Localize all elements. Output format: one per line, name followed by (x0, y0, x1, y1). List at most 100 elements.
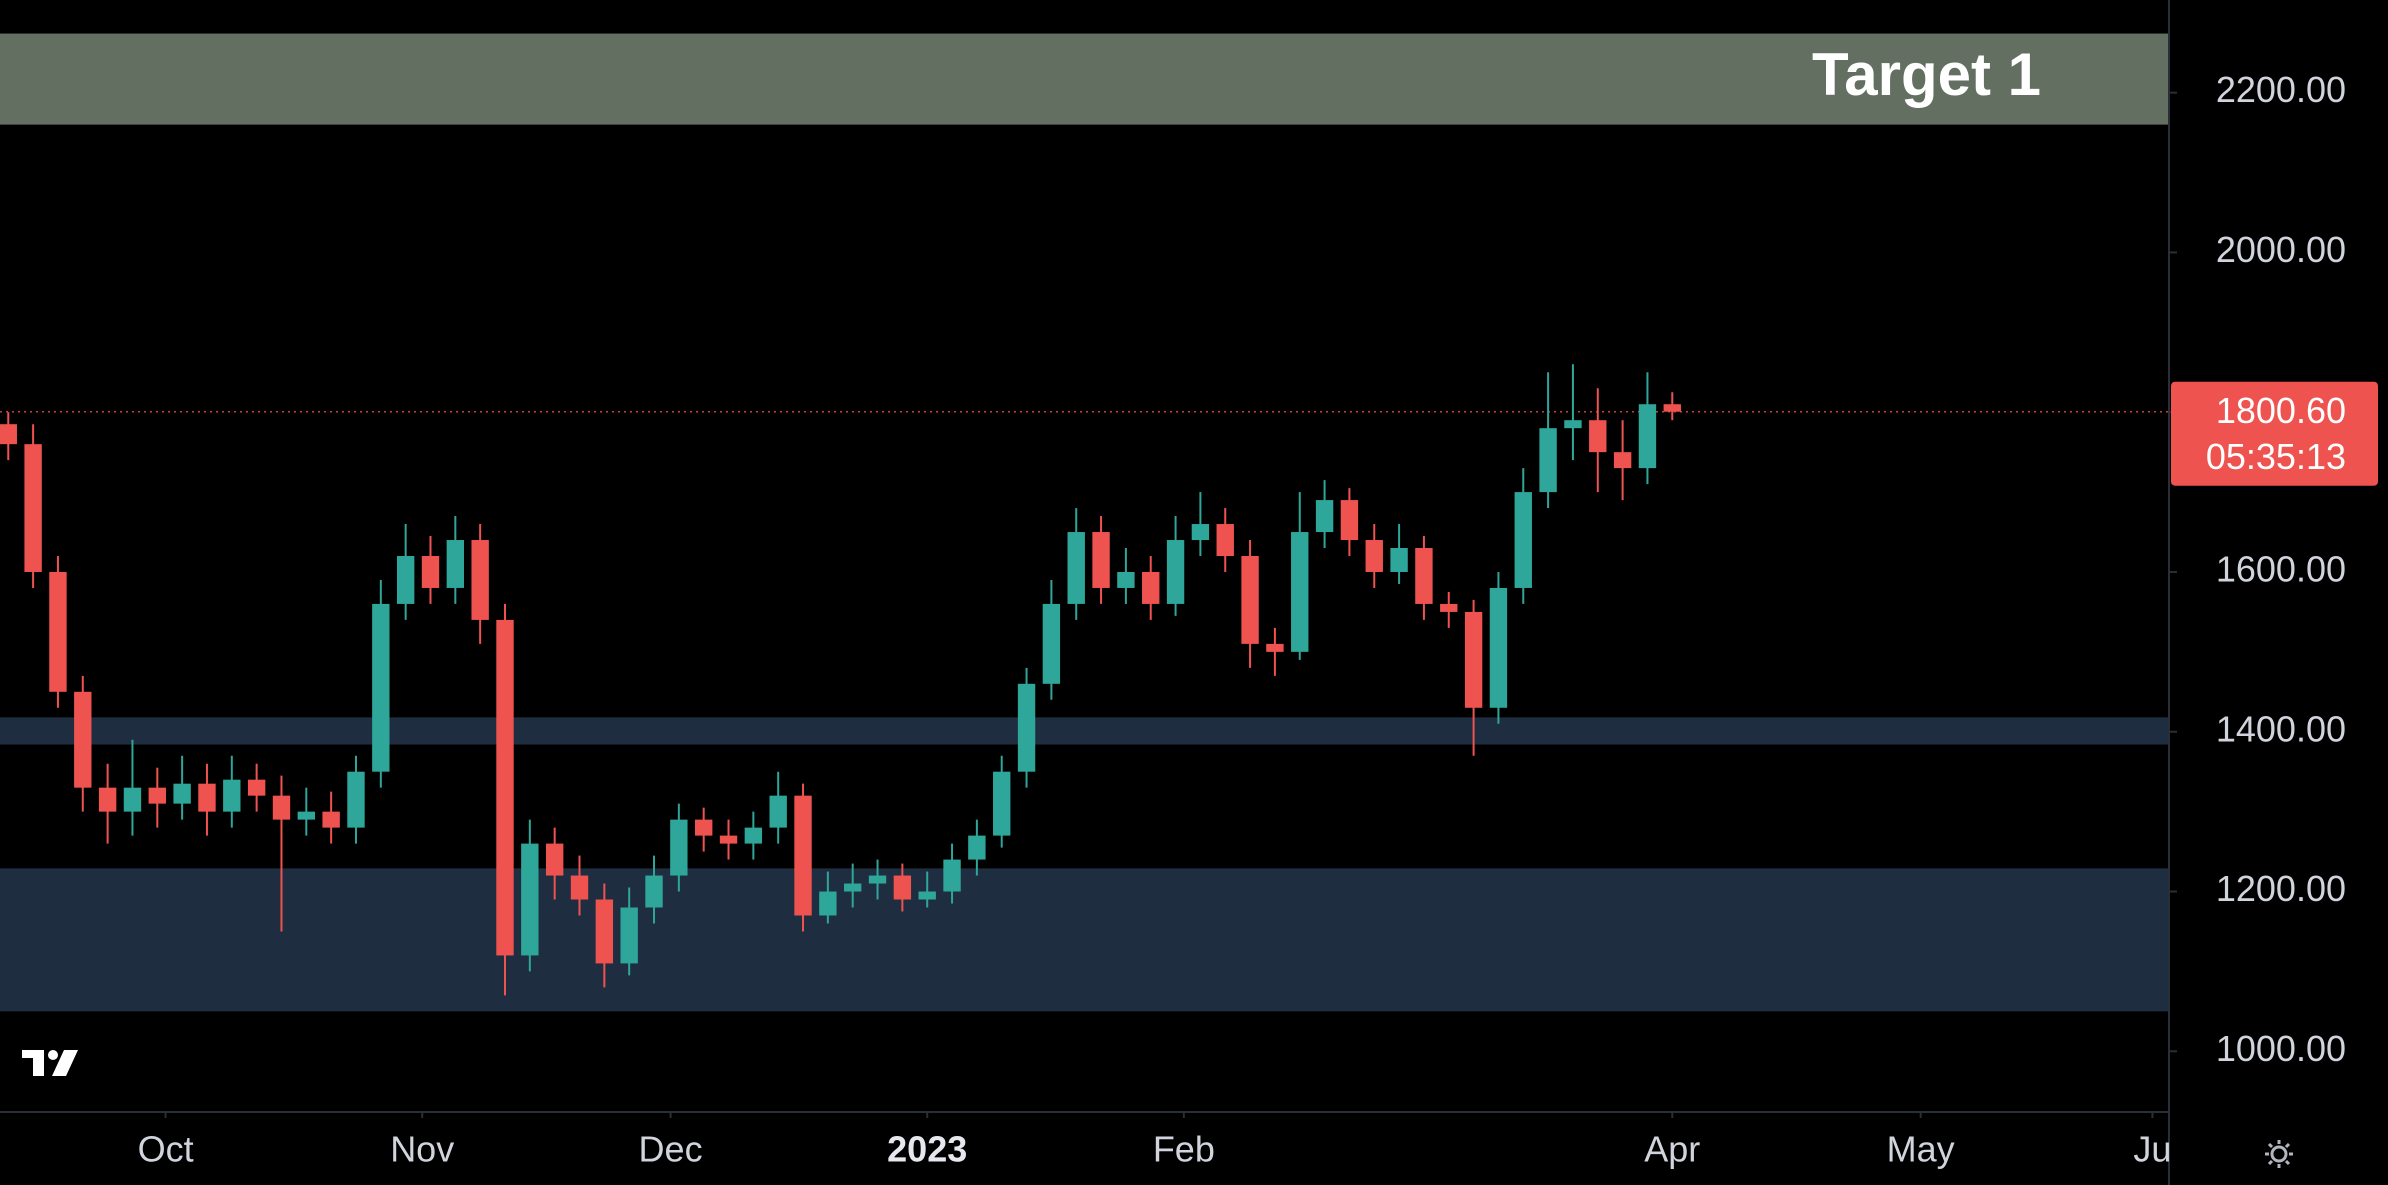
candle-body (1489, 587, 1508, 708)
candle-body (1291, 532, 1309, 652)
x-tick-label: May (1887, 1129, 1955, 1170)
candle-body (322, 811, 340, 828)
candle-body (1365, 540, 1383, 572)
candle-body (98, 787, 117, 812)
x-tick-label: Ju (2133, 1129, 2171, 1170)
zone (0, 868, 2169, 1012)
candle-body (1589, 420, 1607, 453)
candle-body (521, 843, 539, 956)
y-tick-label: 2200.00 (2216, 69, 2346, 110)
candle-body (347, 771, 365, 828)
candle-body (198, 783, 216, 812)
candle-body (173, 783, 191, 804)
candle-body (943, 859, 961, 892)
candle-body (446, 540, 465, 588)
y-tick-label: 1200.00 (2216, 868, 2346, 909)
candle-body (123, 787, 142, 812)
candle-body (1390, 548, 1408, 572)
candle-body (1564, 420, 1582, 429)
candle-body (1042, 603, 1061, 684)
x-tick-label: Feb (1153, 1129, 1215, 1170)
candle-body (471, 540, 489, 620)
x-tick-label: Oct (138, 1129, 194, 1170)
candle-body (1415, 548, 1433, 604)
y-tick-label: 2000.00 (2216, 229, 2346, 270)
candle-body (1613, 452, 1632, 469)
candle-body (918, 891, 936, 900)
candle-body (247, 779, 266, 796)
candle-body (1166, 540, 1185, 604)
candle-body (694, 819, 713, 836)
candle-body (0, 424, 17, 445)
candle-body (1216, 524, 1234, 556)
candle-body (24, 444, 42, 572)
candle-body (744, 827, 763, 844)
x-tick-label: Apr (1644, 1129, 1700, 1170)
candle-body (1266, 643, 1284, 652)
candle-body (1315, 500, 1334, 533)
candle-body (1092, 532, 1110, 588)
candle-body (1340, 500, 1359, 541)
countdown: 05:35:13 (2206, 436, 2346, 477)
candle-body (819, 891, 837, 916)
tradingview-logo (22, 1050, 78, 1076)
candle-body (223, 779, 241, 812)
candle-body (645, 875, 663, 908)
candle-body (1663, 404, 1681, 412)
candle-body (1514, 492, 1532, 588)
zone-label: Target 1 (1812, 41, 2041, 108)
candle-body (1142, 571, 1160, 604)
plot-area: Target 1 (0, 33, 2169, 1012)
price-label-value: 1800.60 (2216, 390, 2346, 431)
price-label: 1800.60 05:35:13 (2171, 381, 2378, 486)
candle-body (1539, 428, 1557, 493)
candle-body (372, 603, 390, 772)
logo-part (22, 1050, 44, 1076)
candle-body (1241, 556, 1259, 644)
candle-body (1440, 603, 1458, 612)
candle-body (74, 691, 92, 788)
candle-body (595, 899, 614, 964)
candle-body (570, 875, 589, 900)
candle-body (1191, 524, 1210, 541)
candle-body (1464, 611, 1483, 708)
logo-part (52, 1050, 78, 1076)
x-tick-label: Dec (639, 1129, 703, 1170)
y-tick-label: 1000.00 (2216, 1028, 2346, 1069)
price-label-box (2171, 381, 2378, 486)
icon-part[interactable] (2270, 1145, 2288, 1163)
x-tick-label: Nov (390, 1129, 454, 1170)
candle-body (1017, 683, 1036, 772)
candle-body (868, 875, 887, 884)
candle-body (893, 875, 912, 900)
candle-body (297, 811, 316, 820)
zone (0, 33, 2169, 125)
candle-body (1117, 571, 1135, 588)
candle-body (844, 883, 862, 892)
candle-body (769, 795, 787, 828)
icon-part[interactable] (2265, 1140, 2293, 1168)
candle-body (670, 819, 688, 876)
candle-body (396, 556, 415, 604)
candle-body (272, 795, 291, 820)
candle-body (1067, 532, 1085, 604)
settings-icon[interactable] (2265, 1140, 2293, 1168)
zone (0, 717, 2169, 745)
y-tick-label: 1600.00 (2216, 548, 2346, 589)
logo-part (48, 1050, 58, 1060)
candle-body (421, 556, 440, 588)
candle-body (496, 619, 514, 956)
candle-body (719, 835, 738, 844)
candle-body (993, 771, 1011, 836)
candle-body (545, 843, 564, 876)
candle-body (968, 835, 986, 860)
candle-body (49, 571, 67, 692)
candle-body (620, 907, 638, 964)
candle-body (794, 795, 812, 916)
candle-body (1638, 404, 1657, 469)
x-tick-label: 2023 (887, 1129, 967, 1170)
y-tick-label: 1400.00 (2216, 708, 2346, 749)
candle-body (148, 787, 166, 804)
